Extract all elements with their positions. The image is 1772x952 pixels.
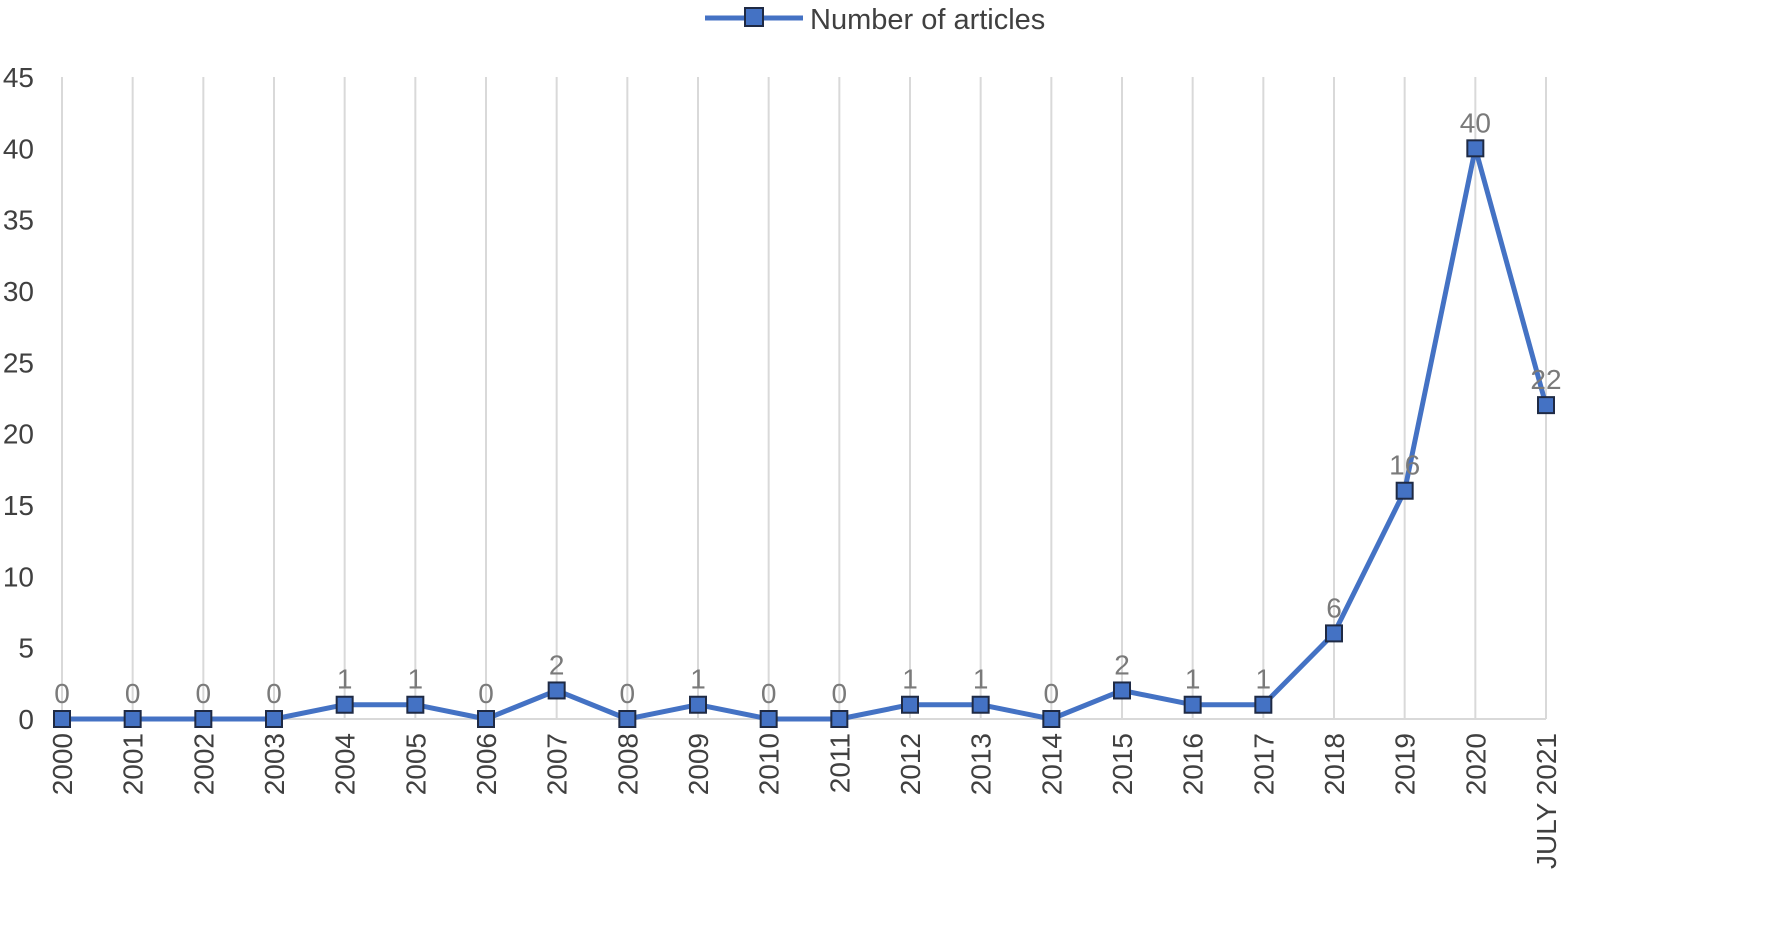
- series-line-number-of-articles: [62, 145, 1549, 722]
- y-tick-label: 40: [3, 133, 34, 164]
- data-point-marker: [830, 710, 849, 728]
- data-point-marker: [406, 695, 425, 714]
- data-label: 0: [1044, 678, 1060, 709]
- data-label: 1: [1256, 664, 1272, 695]
- x-tick-label: 2020: [1460, 733, 1491, 795]
- data-point-marker: [477, 710, 495, 728]
- data-label: 0: [832, 678, 848, 709]
- chart-legend: Number of articles: [705, 4, 1045, 36]
- vertical-gridlines: [61, 77, 1547, 719]
- data-label: 2: [1114, 649, 1130, 680]
- x-axis-tick-labels: 2000 2001 2002 2003 2004 2005 2006 2007 2008 2009…: [47, 733, 1562, 869]
- legend-label: Number of articles: [810, 4, 1045, 36]
- data-point-marker: [1042, 710, 1061, 728]
- data-label: 0: [620, 678, 636, 709]
- y-tick-label: 45: [3, 62, 34, 93]
- x-tick-label: 2015: [1107, 733, 1138, 795]
- y-tick-label: 35: [3, 205, 34, 236]
- x-tick-label: 2006: [471, 733, 502, 795]
- x-tick-label: 2003: [259, 733, 290, 795]
- data-point-marker: [1183, 695, 1202, 714]
- x-tick-label: 2013: [966, 733, 997, 795]
- data-point-marker: [1325, 624, 1343, 643]
- data-label: 0: [478, 678, 494, 709]
- series-markers: [53, 139, 1555, 728]
- y-tick-label: 30: [3, 276, 34, 307]
- data-point-marker: [689, 695, 707, 714]
- data-label: 40: [1460, 107, 1491, 138]
- data-label: 0: [266, 678, 282, 709]
- data-label: 2: [549, 649, 565, 680]
- x-tick-label: 2014: [1036, 733, 1067, 795]
- data-label: 0: [54, 678, 70, 709]
- data-label: 22: [1530, 364, 1561, 395]
- data-point-marker: [1254, 695, 1273, 714]
- x-tick-label: 2009: [683, 733, 714, 795]
- data-label: 0: [125, 678, 141, 709]
- data-label: 1: [337, 664, 353, 695]
- data-label: 1: [902, 664, 918, 695]
- data-point-marker: [1113, 681, 1131, 700]
- y-tick-label: 15: [3, 490, 34, 521]
- x-tick-label: 2019: [1390, 733, 1421, 795]
- data-point-marker: [971, 695, 990, 714]
- x-tick-label: JULY 2021: [1531, 733, 1562, 869]
- x-tick-label: 2002: [188, 733, 219, 795]
- x-tick-label: 2004: [330, 733, 361, 795]
- x-tick-label: 2018: [1319, 733, 1350, 795]
- data-point-marker: [194, 710, 213, 728]
- data-label: 16: [1389, 450, 1420, 481]
- y-tick-label: 20: [3, 419, 34, 450]
- data-point-marker: [547, 681, 566, 700]
- data-point-marker: [53, 710, 71, 728]
- x-tick-label: 2000: [47, 733, 78, 795]
- data-point-marker: [335, 695, 354, 714]
- data-label: 0: [196, 678, 212, 709]
- data-point-marker: [1395, 481, 1414, 500]
- legend-marker-icon: [744, 7, 764, 27]
- x-tick-label: 2017: [1248, 733, 1279, 795]
- x-tick-label: 2001: [118, 733, 149, 795]
- y-tick-label: 10: [3, 561, 34, 592]
- y-tick-label: 25: [3, 347, 34, 378]
- x-tick-label: 2012: [895, 733, 926, 795]
- data-point-marker: [265, 710, 283, 728]
- data-label: 1: [408, 664, 424, 695]
- x-tick-label: 2016: [1178, 733, 1209, 795]
- data-point-marker: [759, 710, 778, 728]
- data-point-marker: [1537, 396, 1555, 415]
- data-point-marker: [1466, 139, 1485, 158]
- data-label: 1: [1185, 664, 1201, 695]
- data-label: 6: [1326, 592, 1342, 623]
- y-tick-label: 5: [18, 633, 34, 664]
- x-tick-label: 2008: [612, 733, 643, 795]
- data-label: 1: [690, 664, 706, 695]
- data-label: 0: [761, 678, 777, 709]
- data-point-marker: [901, 695, 919, 714]
- x-tick-label: 2011: [824, 733, 855, 793]
- y-tick-label: 0: [18, 704, 34, 735]
- data-point-marker: [123, 710, 142, 728]
- data-label: 1: [973, 664, 989, 695]
- x-tick-label: 2007: [542, 733, 573, 795]
- data-point-marker: [618, 710, 637, 728]
- y-axis-tick-labels: 0 5 10 15 20 25 30 35 40 45: [3, 62, 34, 735]
- x-tick-label: 2010: [754, 733, 785, 795]
- x-tick-label: 2005: [400, 733, 431, 795]
